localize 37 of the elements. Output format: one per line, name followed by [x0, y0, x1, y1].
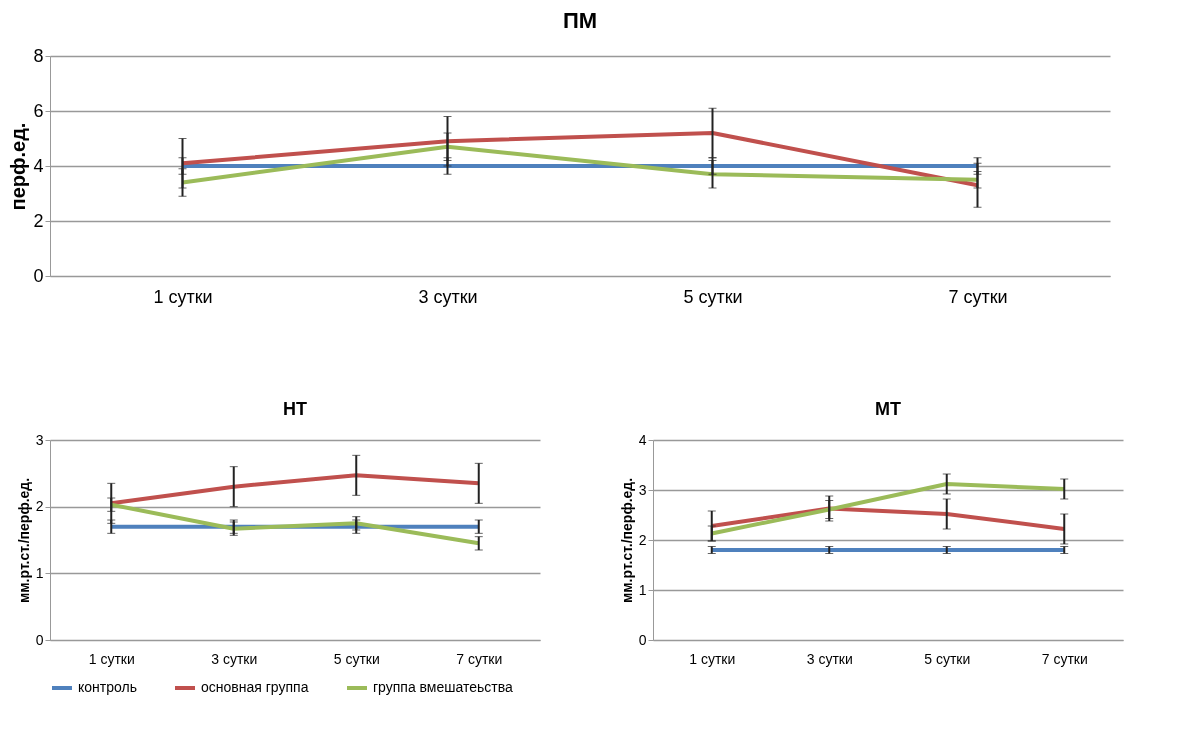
y-axis-title: перф.ед.	[7, 122, 30, 211]
y-axis-title: мм.рт.ст./перф.ед.	[618, 477, 635, 604]
x-tick-label: 1 сутки	[689, 650, 736, 667]
y-tick-label: 1	[35, 564, 44, 581]
chart-title: ПМ	[562, 8, 598, 33]
legend-label: основная группа	[201, 679, 309, 695]
y-tick-label: 2	[35, 498, 44, 515]
x-tick-label: 5 сутки	[333, 650, 380, 667]
legend-label: группа вмешатеьства	[373, 679, 513, 695]
y-tick-label: 0	[35, 631, 44, 648]
y-tick-label: 4	[638, 431, 647, 448]
x-tick-label: 3 сутки	[211, 650, 258, 667]
x-tick-label: 5 сутки	[683, 286, 743, 307]
chart-title: МТ	[875, 399, 901, 419]
y-tick-label: 2	[33, 210, 44, 231]
x-tick-label: 1 сутки	[153, 286, 213, 307]
x-tick-label: 3 сутки	[418, 286, 478, 307]
x-tick-label: 7 сутки	[1041, 650, 1088, 667]
y-tick-label: 1	[638, 581, 647, 598]
y-tick-label: 0	[638, 631, 647, 648]
y-axis-title: мм.рт.ст./перф.ед.	[15, 477, 32, 604]
x-tick-label: 3 сутки	[806, 650, 853, 667]
y-tick-label: 6	[33, 100, 44, 121]
y-tick-label: 4	[33, 155, 44, 176]
y-tick-label: 0	[33, 265, 44, 286]
legend-label: контроль	[78, 679, 137, 695]
x-tick-label: 5 сутки	[924, 650, 971, 667]
x-tick-label: 7 сутки	[948, 286, 1008, 307]
line-series	[109, 473, 481, 506]
x-tick-label: 7 сутки	[456, 650, 503, 667]
y-tick-label: 3	[35, 431, 44, 448]
y-tick-label: 2	[638, 531, 647, 548]
y-tick-label: 8	[33, 45, 44, 66]
y-tick-label: 3	[638, 481, 647, 498]
x-tick-label: 1 сутки	[88, 650, 135, 667]
chart-title: НТ	[283, 399, 307, 419]
line-series	[109, 502, 481, 546]
